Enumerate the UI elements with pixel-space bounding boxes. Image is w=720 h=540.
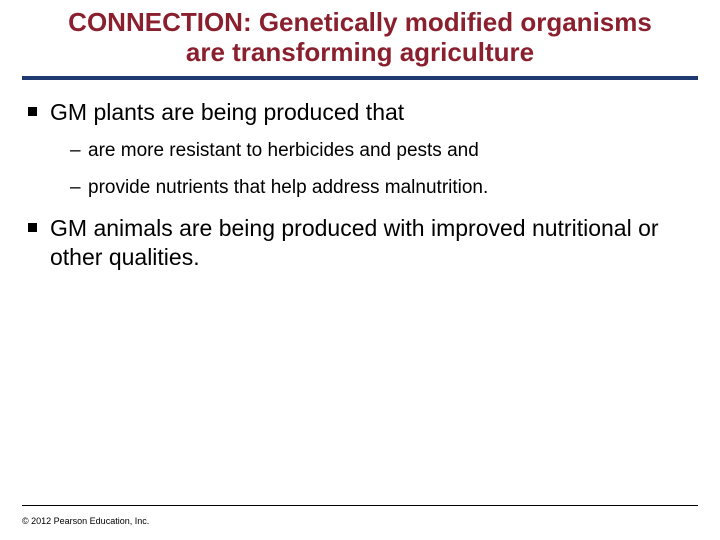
- bullet-text: GM plants are being produced that: [50, 99, 404, 125]
- list-item: GM plants are being produced that are mo…: [28, 98, 698, 200]
- slide-title-line2: are transforming agriculture: [186, 37, 534, 67]
- title-underline: [22, 76, 698, 80]
- footer-rule: [22, 505, 698, 506]
- list-item: provide nutrients that help address maln…: [70, 176, 698, 200]
- copyright-text: © 2012 Pearson Education, Inc.: [22, 516, 149, 526]
- list-item: GM animals are being produced with impro…: [28, 214, 698, 272]
- list-item: are more resistant to herbicides and pes…: [70, 139, 698, 163]
- bullet-list: GM plants are being produced that are mo…: [22, 98, 698, 272]
- slide-title: CONNECTION: Genetically modified organis…: [22, 8, 698, 74]
- slide-title-line1: CONNECTION: Genetically modified organis…: [68, 7, 652, 37]
- bullet-text: GM animals are being produced with impro…: [50, 215, 659, 270]
- sub-bullet-list: are more resistant to herbicides and pes…: [50, 139, 698, 201]
- bullet-text: are more resistant to herbicides and pes…: [88, 140, 479, 161]
- bullet-text: provide nutrients that help address maln…: [88, 177, 488, 198]
